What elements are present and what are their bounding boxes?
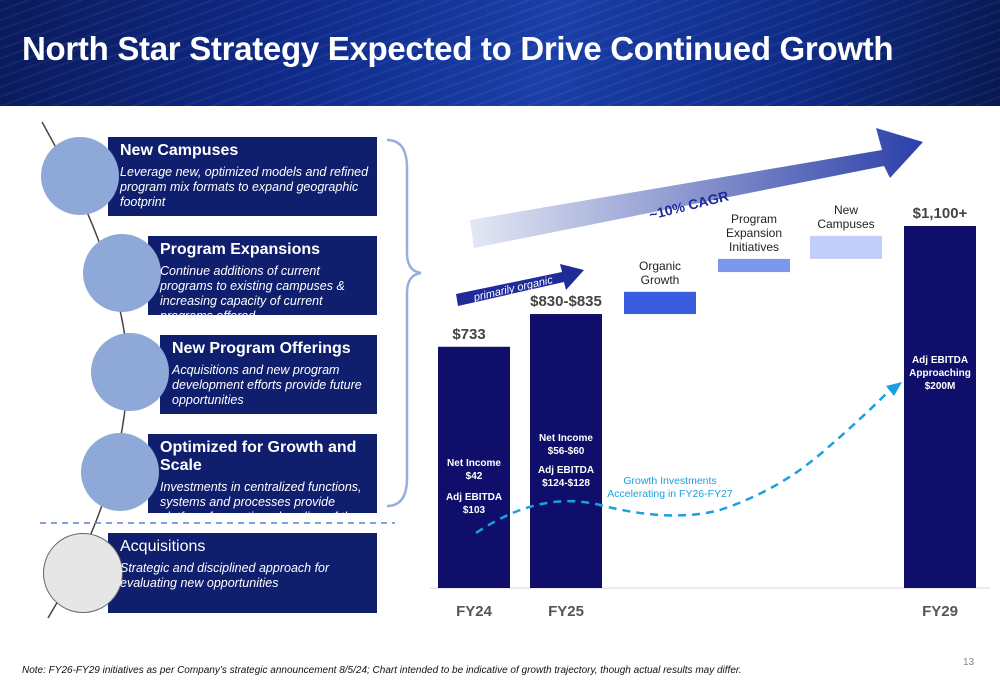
curve-label: Growth Investments Accelerating in FY26-F… xyxy=(607,475,733,500)
organic-arrow xyxy=(456,264,584,306)
step-bar xyxy=(624,291,696,315)
strategy-title: Program Expansions xyxy=(160,241,321,258)
page-number: 13 xyxy=(963,657,975,668)
strategy-title: New Campuses xyxy=(120,142,239,159)
step-label: New Campuses xyxy=(817,203,874,231)
separator-line xyxy=(40,522,395,524)
strategy-card xyxy=(108,137,377,216)
x-tick-label: FY29 xyxy=(922,603,958,620)
strategy-circle xyxy=(81,433,159,511)
strategy-desc: Acquisitions and new program development… xyxy=(172,363,362,407)
strategy-circle xyxy=(91,333,169,411)
strategy-circle xyxy=(43,533,123,613)
bar-value-label: $830-$835 xyxy=(530,293,602,310)
strategy-title: Acquisitions xyxy=(120,538,206,555)
trend-arrowhead xyxy=(886,382,902,396)
ebitda-label: Adj EBITDA Approaching $200M xyxy=(909,355,971,392)
x-tick-label: FY25 xyxy=(548,603,584,620)
bar-value-label: $1,100+ xyxy=(913,205,968,222)
net-income-label: Net Income $42 xyxy=(447,458,501,482)
strategy-card xyxy=(148,236,377,315)
bar-value-label: $733 xyxy=(452,326,485,343)
bar-FY25 xyxy=(530,314,602,588)
net-income-label: Net Income $56-$60 xyxy=(539,433,593,457)
bar-FY24 xyxy=(438,346,510,588)
strategy-card xyxy=(108,533,377,613)
ebitda-label: Adj EBITDA $124-$128 xyxy=(538,465,594,489)
header-banner xyxy=(0,0,1000,106)
ebitda-label: Adj EBITDA $103 xyxy=(446,492,502,516)
strategy-desc: Strategic and disciplined approach for e… xyxy=(120,561,330,590)
strategy-desc: Investments in centralized functions, sy… xyxy=(160,480,362,539)
step-label: Program Expansion Initiatives xyxy=(726,212,782,254)
bar-FY29 xyxy=(904,226,976,588)
strategy-circle xyxy=(41,137,119,215)
strategy-title: New Program Offerings xyxy=(172,340,351,357)
strategy-title: Optimized for Growth and Scale xyxy=(160,439,357,474)
cagr-arrow xyxy=(470,128,923,248)
strategy-card xyxy=(160,335,377,414)
ebitda-trend-curve xyxy=(475,389,891,535)
bracket xyxy=(386,138,422,508)
step-bar xyxy=(718,258,790,273)
x-tick-label: FY24 xyxy=(456,603,493,620)
page-title: North Star Strategy Expected to Drive Co… xyxy=(22,30,894,67)
step-bar xyxy=(810,235,882,259)
strategy-card xyxy=(148,434,377,513)
strategy-desc: Leverage new, optimized models and refin… xyxy=(120,165,369,209)
strategy-circle xyxy=(83,234,161,312)
footnote: Note: FY26-FY29 initiatives as per Compa… xyxy=(22,665,742,676)
strategy-desc: Continue additions of current programs t… xyxy=(160,264,345,323)
step-label: Organic Growth xyxy=(639,259,681,287)
